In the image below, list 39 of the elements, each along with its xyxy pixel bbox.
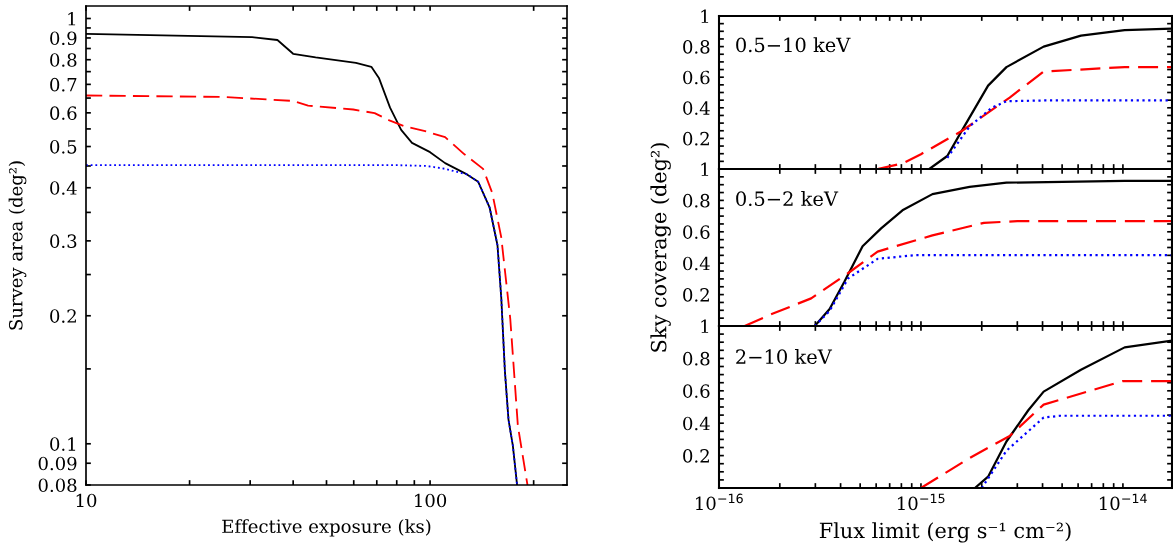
y-axis-title: Sky coverage (deg²) [650,143,671,352]
y-tick-label: 0.8 [683,193,710,208]
y-tick-label: 0.6 [683,225,710,239]
y-axis-title: Survey area (deg²) [8,161,27,330]
y-tick-label: 1 [701,162,709,176]
x-tick-label: 100 [415,493,447,508]
y-tick-label: 0.4 [50,181,77,195]
y-tick-label: 0.8 [683,351,710,366]
y-tick-label: 0.08 [38,478,77,493]
y-tick-label: 0.6 [50,106,77,120]
y-tick-label: 0.2 [683,131,709,146]
y-tick-label: 1 [68,11,76,26]
y-tick-label: 0.6 [683,384,710,398]
y-tick-label: 0.9 [50,31,77,46]
y-tick-label: 0.4 [683,416,710,431]
y-tick-label: 0.3 [50,234,77,248]
y-tick-label: 0.8 [683,40,710,54]
y-tick-label: 0.1 [50,437,76,451]
y-tick-label: 0.6 [683,70,710,85]
annotation: 0.5−10 keV [736,37,851,53]
annotation: 0.5−2 keV [736,190,839,207]
x-tick-label: 10$^{−14}$ [1099,493,1147,511]
y-tick-label: 0.4 [683,256,710,271]
y-tick-label: 0.2 [683,449,709,463]
x-axis-title: Effective exposure (ks) [222,519,431,537]
y-tick-label: 0.09 [38,456,77,471]
x-axis-title: Flux limit (erg s⁻¹ cm⁻²) [819,522,1071,543]
annotation: 2−10 keV [736,348,833,365]
y-tick-label: 0.2 [683,288,709,302]
x-tick-label: 10 [76,493,97,508]
x-tick-label: 10$^{−16}$ [696,493,743,511]
x-tick-label: 10$^{−15}$ [897,493,945,511]
y-tick-label: 1 [701,9,709,23]
y-tick-label: 1 [701,319,709,333]
y-tick-label: 0.4 [683,101,710,115]
y-tick-label: 0.8 [50,53,77,67]
y-tick-label: 0.5 [50,139,77,154]
y-tick-label: 0.7 [50,77,77,92]
y-tick-label: 0.2 [50,309,76,323]
